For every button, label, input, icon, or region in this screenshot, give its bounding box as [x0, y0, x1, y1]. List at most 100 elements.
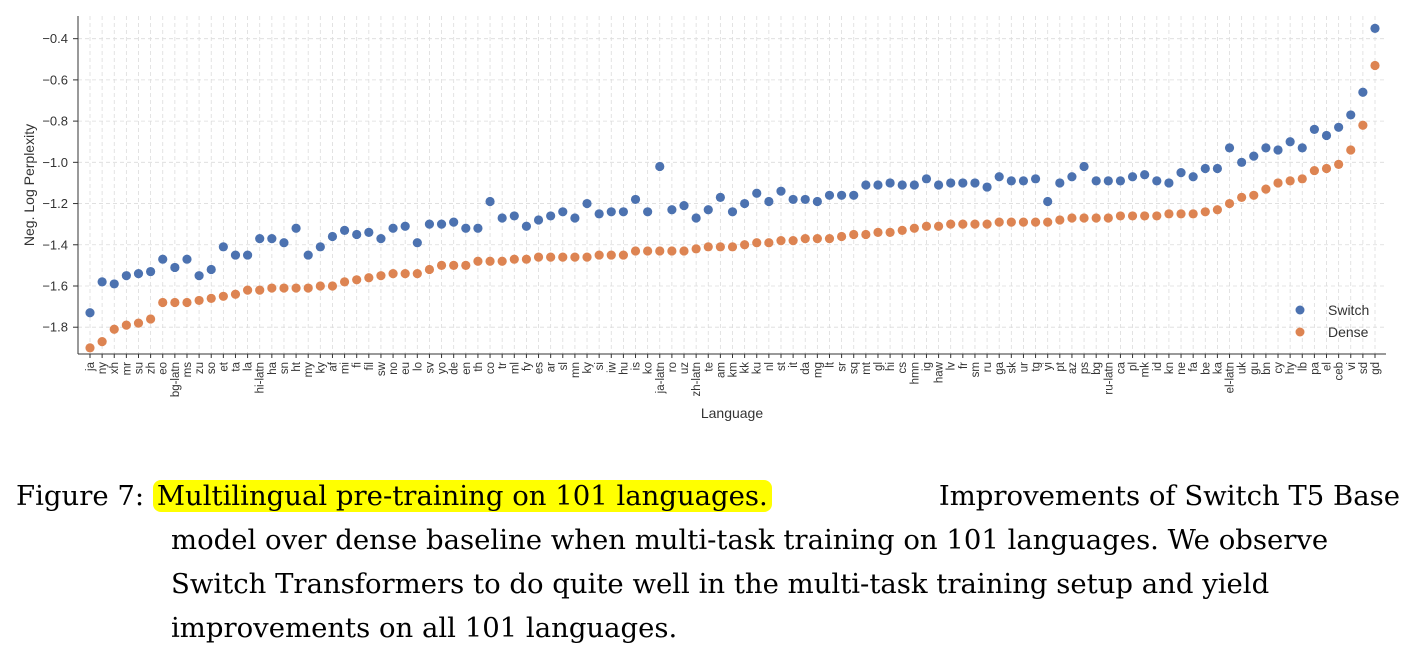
- x-tick-label: az: [1067, 362, 1079, 374]
- point-dense: [594, 250, 604, 260]
- caption-line2-text: model over dense baseline when multi-tas…: [171, 524, 1329, 556]
- x-tick-label: sd: [1358, 362, 1370, 374]
- x-tick-label: ga: [994, 361, 1006, 374]
- point-switch: [194, 271, 204, 281]
- x-tick-label: en: [461, 362, 473, 375]
- point-switch: [570, 213, 580, 223]
- point-dense: [558, 252, 568, 262]
- x-tick-label: lo: [412, 362, 424, 371]
- x-tick-label: th: [473, 362, 485, 372]
- point-dense: [994, 217, 1004, 227]
- x-axis-label: Language: [701, 405, 764, 421]
- point-dense: [582, 252, 592, 262]
- x-tick-label: pt: [1055, 361, 1067, 371]
- point-switch: [970, 178, 980, 188]
- point-switch: [873, 180, 883, 190]
- point-dense: [533, 252, 544, 262]
- x-tick-label: iw: [606, 361, 618, 373]
- x-tick-label: uz: [679, 362, 691, 374]
- caption-line-4: improvements on all 101 languages.: [16, 606, 1400, 650]
- x-tick-label: is: [631, 362, 643, 371]
- point-dense: [1043, 217, 1053, 227]
- point-dense: [1103, 213, 1113, 223]
- point-switch: [400, 221, 410, 231]
- x-tick-label: hy: [1285, 362, 1297, 374]
- point-switch: [85, 308, 95, 318]
- point-dense: [958, 219, 968, 229]
- point-dense: [1261, 184, 1271, 194]
- point-switch: [1030, 174, 1041, 184]
- point-switch: [1091, 176, 1101, 186]
- point-dense: [643, 246, 653, 256]
- x-tick-label: mn: [570, 362, 582, 378]
- point-dense: [109, 324, 119, 334]
- point-switch: [861, 180, 871, 190]
- point-switch: [158, 254, 168, 264]
- x-tick-label: gl: [873, 362, 885, 371]
- point-dense: [1358, 120, 1368, 130]
- y-tick-label: −1.6: [42, 278, 68, 293]
- point-switch: [1297, 143, 1307, 153]
- legend: Switch Dense: [1295, 302, 1369, 340]
- point-switch: [582, 198, 592, 209]
- caption-line4-text: improvements on all 101 languages.: [171, 612, 678, 644]
- x-tick-label: st: [776, 361, 788, 371]
- x-tick-label: si: [594, 362, 606, 370]
- x-tick-label: ko: [643, 362, 655, 374]
- x-tick-label: fil: [364, 362, 376, 370]
- x-tick-label: nl: [764, 362, 776, 371]
- x-tick-label: es: [534, 362, 546, 374]
- point-switch: [497, 213, 507, 223]
- point-switch: [655, 161, 665, 172]
- point-dense: [85, 343, 95, 353]
- x-tick-label: ky: [582, 362, 594, 374]
- point-dense: [485, 256, 495, 266]
- x-tick-label: gd: [1370, 362, 1382, 375]
- point-switch: [727, 207, 738, 217]
- point-dense: [812, 233, 822, 244]
- point-switch: [994, 172, 1004, 182]
- point-switch: [291, 223, 301, 233]
- x-tick-label: gu: [1249, 362, 1261, 375]
- point-switch: [267, 233, 277, 244]
- point-dense: [1200, 207, 1210, 217]
- point-dense: [679, 246, 689, 256]
- point-dense: [897, 225, 907, 235]
- point-dense: [255, 285, 265, 295]
- point-switch: [618, 207, 628, 217]
- point-dense: [630, 246, 641, 256]
- point-dense: [182, 297, 192, 308]
- point-switch: [1018, 176, 1029, 186]
- x-tick-label: hi-latn: [255, 362, 267, 393]
- point-switch: [121, 271, 131, 281]
- point-switch: [788, 194, 798, 205]
- point-switch: [424, 219, 435, 229]
- point-dense: [424, 264, 435, 275]
- point-dense: [230, 289, 241, 299]
- x-tick-label: no: [388, 362, 400, 375]
- x-tick-label: mt: [861, 361, 873, 375]
- y-tick-label: −0.6: [42, 72, 68, 87]
- x-tick-label: su: [133, 362, 145, 374]
- point-dense: [497, 256, 507, 266]
- horizontal-gridlines: [78, 38, 1386, 328]
- point-switch: [1370, 23, 1380, 33]
- x-ticks: ja ny xh mr su zh eo bg-latn ms zu so et ta la hi-latn…: [85, 354, 1382, 397]
- point-dense: [909, 223, 919, 233]
- point-switch: [327, 231, 338, 242]
- point-switch: [1200, 163, 1210, 174]
- legend-marker-dense: [1295, 327, 1305, 337]
- x-tick-label: be: [1200, 362, 1212, 375]
- point-dense: [667, 246, 677, 256]
- x-tick-label: mr: [121, 362, 133, 376]
- point-switch: [849, 190, 859, 200]
- point-dense: [691, 244, 701, 254]
- point-dense: [946, 219, 956, 229]
- point-dense: [97, 337, 107, 347]
- point-dense: [473, 256, 483, 266]
- point-switch: [182, 254, 192, 264]
- point-dense: [1309, 165, 1319, 176]
- point-switch: [837, 190, 847, 200]
- point-switch: [933, 180, 944, 190]
